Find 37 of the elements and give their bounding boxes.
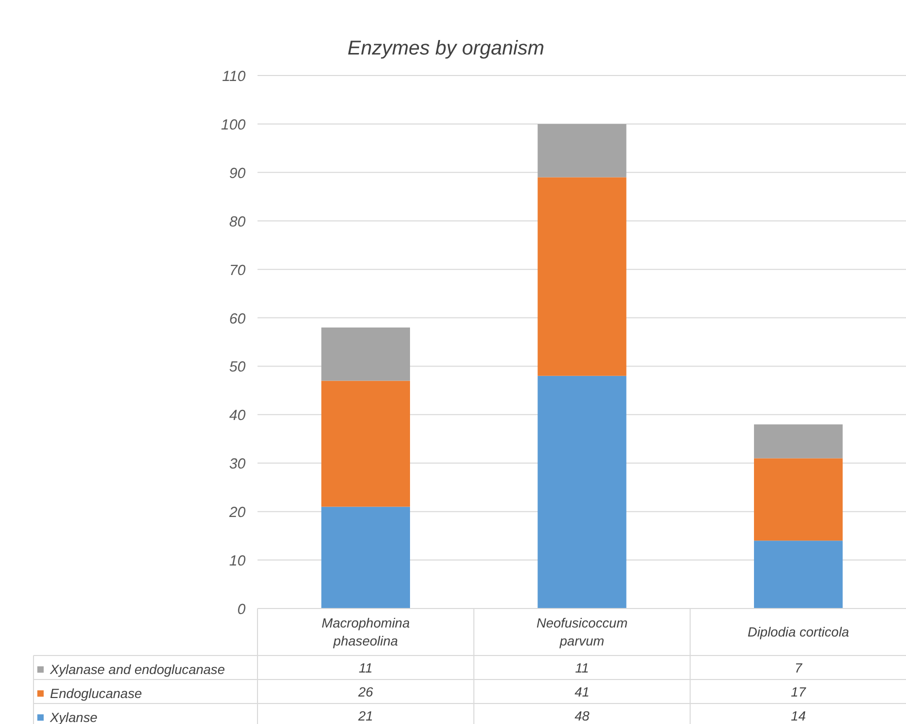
bar [321, 327, 410, 381]
bar [538, 177, 626, 376]
y-tick-label: 0 [237, 602, 246, 618]
x-tick-label: Macrophomina phaseolina [322, 616, 410, 648]
data-label: 41 [574, 684, 590, 700]
data-label: 21 [357, 708, 374, 724]
y-tick-label: 30 [229, 456, 246, 473]
data-label: 7 [794, 660, 803, 676]
legend-label: Xylanse [50, 708, 98, 724]
bar [538, 376, 626, 608]
bar [754, 458, 843, 541]
y-tick-label: 50 [229, 360, 246, 376]
bar [754, 424, 843, 458]
data-label: 48 [574, 708, 590, 724]
y-tick-label: 110 [222, 69, 246, 85]
y-tick-label: 20 [228, 505, 246, 522]
y-tick-label: 70 [229, 262, 246, 279]
data-label: 26 [357, 684, 374, 700]
bar [754, 540, 843, 608]
chart-title: Enzymes by organism [348, 38, 544, 60]
y-tick-label: 60 [229, 311, 246, 328]
data-label: 11 [575, 660, 589, 676]
legend-label: Endoglucanase [50, 684, 142, 703]
y-tick-label: 90 [229, 166, 246, 182]
bar [321, 380, 410, 507]
bar [321, 506, 410, 608]
y-tick-label: 80 [229, 214, 246, 230]
bar [538, 124, 626, 178]
x-tick-label: Diplodia corticola [748, 624, 850, 640]
y-tick-label: 100 [221, 117, 246, 134]
data-label: 14 [790, 708, 806, 724]
data-label: 17 [790, 684, 806, 700]
y-tick-label: 10 [229, 554, 246, 570]
data-label: 11 [358, 660, 373, 676]
legend-label: Xylanase and endoglucanase [50, 660, 225, 679]
x-tick-label: Neofusicoccum parvum [536, 616, 628, 648]
y-tick-label: 40 [229, 408, 246, 424]
